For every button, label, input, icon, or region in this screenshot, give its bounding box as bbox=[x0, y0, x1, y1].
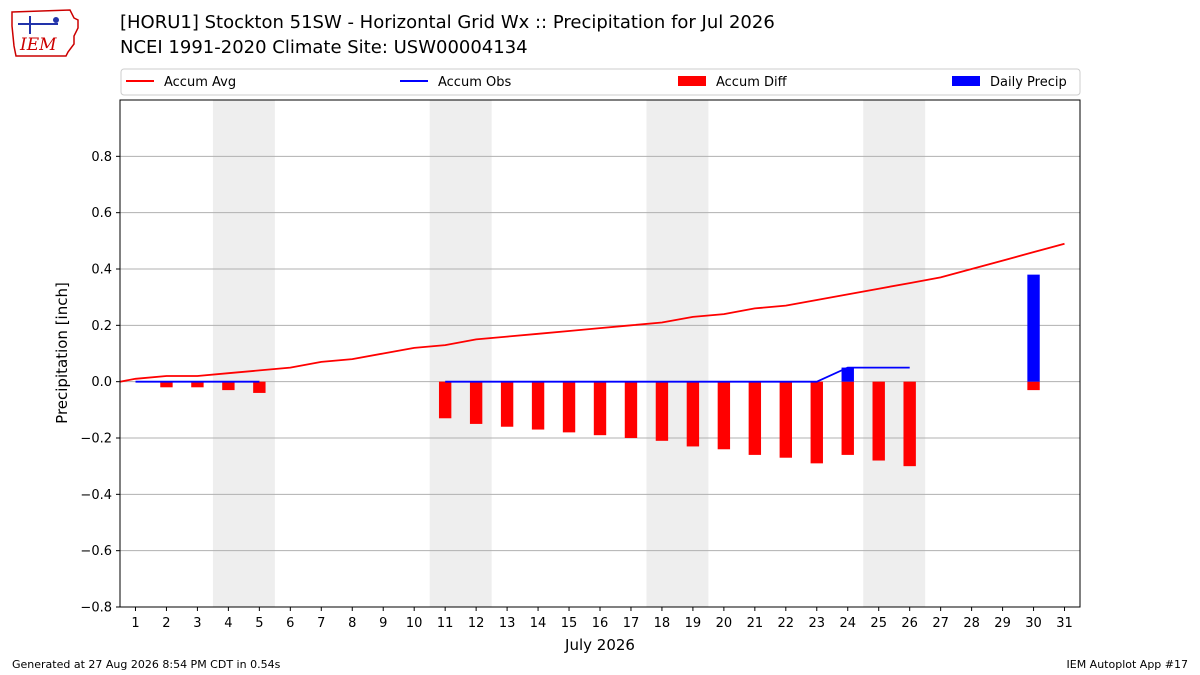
accum-diff-bar bbox=[469, 381, 483, 424]
y-tick-label: 0.4 bbox=[91, 263, 112, 278]
app-credit: IEM Autoplot App #17 bbox=[1066, 658, 1189, 671]
weekend-shade-2 bbox=[646, 100, 709, 607]
x-tick-label: 25 bbox=[870, 616, 887, 631]
accum-diff-bar bbox=[841, 381, 854, 455]
x-tick-label: 16 bbox=[592, 616, 609, 631]
chart-title: [HORU1] Stockton 51SW - Horizontal Grid … bbox=[120, 12, 775, 33]
accum-diff-bar bbox=[655, 381, 669, 441]
x-tick-label: 2 bbox=[162, 616, 170, 631]
accum-obs-line bbox=[445, 366, 910, 383]
accum-avg-line bbox=[119, 242, 1065, 383]
x-tick-label: 23 bbox=[809, 616, 826, 631]
x-tick-label: 28 bbox=[963, 616, 980, 631]
x-tick-label: 3 bbox=[193, 616, 201, 631]
accum-diff-bar bbox=[717, 381, 731, 450]
y-tick-label: 0.0 bbox=[91, 375, 112, 390]
y-tick-label: −0.2 bbox=[80, 432, 112, 447]
weekend-shade-3 bbox=[863, 100, 926, 607]
x-tick-label: 31 bbox=[1056, 616, 1073, 631]
generated-timestamp: Generated at 27 Aug 2026 8:54 PM CDT in … bbox=[12, 658, 281, 671]
weekend-shade-0 bbox=[212, 100, 275, 607]
accum-diff-bar bbox=[593, 381, 607, 436]
y-tick-label: 0.2 bbox=[91, 319, 112, 334]
x-tick-label: 20 bbox=[716, 616, 733, 631]
y-tick-label: −0.4 bbox=[80, 488, 112, 503]
x-tick-label: 30 bbox=[1025, 616, 1042, 631]
x-tick-label: 12 bbox=[468, 616, 485, 631]
y-tick-label: −0.8 bbox=[80, 601, 112, 616]
accum-diff-bar bbox=[748, 381, 762, 455]
legend-label: Daily Precip bbox=[990, 75, 1067, 90]
x-tick-label: 5 bbox=[255, 616, 263, 631]
accum-diff-bar bbox=[531, 381, 545, 430]
accum-diff-bar bbox=[160, 381, 173, 388]
x-tick-label: 24 bbox=[839, 616, 856, 631]
x-tick-label: 8 bbox=[348, 616, 356, 631]
accum-diff-bar bbox=[562, 381, 576, 433]
x-axis-ticks: 1 2 3 4 5 6 7 8 9 10 11 12 13 14 15 16 17 18 19 20 21 22 23 24 2… bbox=[131, 607, 1073, 631]
accum-diff-bar bbox=[872, 381, 885, 461]
accum-diff-bar bbox=[779, 381, 792, 458]
x-tick-label: 29 bbox=[994, 616, 1011, 631]
weekend-shading bbox=[212, 100, 926, 607]
logo-text: IEM bbox=[19, 35, 57, 55]
legend-label: Accum Avg bbox=[164, 75, 236, 90]
x-tick-label: 10 bbox=[406, 616, 423, 631]
y-axis-ticks: −0.8 −0.6 −0.4 −0.2 0.0 0.2 0.4 0.6 0.8 bbox=[80, 150, 120, 616]
x-tick-label: 4 bbox=[224, 616, 232, 631]
x-tick-label: 7 bbox=[317, 616, 325, 631]
daily-precip-bar bbox=[1027, 274, 1040, 382]
accum-diff-bar bbox=[810, 381, 823, 464]
x-tick-label: 14 bbox=[530, 616, 547, 631]
legend-label: Accum Diff bbox=[716, 75, 788, 90]
y-tick-label: 0.6 bbox=[91, 206, 112, 221]
accum-diff-bar bbox=[253, 381, 266, 393]
daily-precip-bar bbox=[841, 367, 854, 382]
x-tick-label: 11 bbox=[437, 616, 454, 631]
accum-diff-bar bbox=[903, 381, 916, 467]
accum-diff-bar bbox=[500, 381, 514, 427]
chart-subtitle: NCEI 1991-2020 Climate Site: USW00004134 bbox=[120, 37, 528, 58]
x-tick-label: 19 bbox=[685, 616, 702, 631]
legend-swatch-bar bbox=[678, 76, 706, 86]
bars bbox=[160, 274, 1040, 467]
accum-diff-bar bbox=[624, 381, 638, 438]
legend: Accum Avg Accum Obs Accum Diff Daily Precip bbox=[120, 68, 1081, 96]
y-tick-label: −0.6 bbox=[80, 544, 112, 559]
x-tick-label: 13 bbox=[499, 616, 516, 631]
x-tick-label: 26 bbox=[901, 616, 918, 631]
accum-diff-bar bbox=[686, 381, 700, 447]
x-tick-label: 1 bbox=[131, 616, 139, 631]
x-tick-label: 9 bbox=[379, 616, 387, 631]
legend-swatch-bar bbox=[952, 76, 980, 86]
accum-diff-bar bbox=[1027, 381, 1040, 391]
iem-logo: IEM bbox=[11, 9, 79, 57]
x-axis-label: July 2026 bbox=[564, 636, 635, 654]
x-tick-label: 17 bbox=[623, 616, 640, 631]
x-tick-label: 22 bbox=[778, 616, 795, 631]
x-tick-label: 18 bbox=[654, 616, 671, 631]
lines bbox=[119, 242, 1065, 383]
x-tick-label: 21 bbox=[747, 616, 764, 631]
x-tick-label: 27 bbox=[932, 616, 949, 631]
grid-lines bbox=[120, 155, 1080, 608]
accum-diff-bar bbox=[438, 381, 452, 419]
accum-diff-bar bbox=[191, 381, 204, 388]
weather-station-cup bbox=[53, 17, 59, 23]
accum-diff-bar bbox=[222, 381, 235, 391]
x-tick-label: 6 bbox=[286, 616, 294, 631]
x-tick-label: 15 bbox=[561, 616, 578, 631]
iowa-outline bbox=[11, 9, 79, 57]
weekend-shade-1 bbox=[429, 100, 492, 607]
legend-label: Accum Obs bbox=[438, 75, 511, 90]
y-axis-label: Precipitation [inch] bbox=[53, 282, 71, 424]
y-tick-label: 0.8 bbox=[91, 150, 112, 165]
legend-frame bbox=[120, 68, 1081, 96]
